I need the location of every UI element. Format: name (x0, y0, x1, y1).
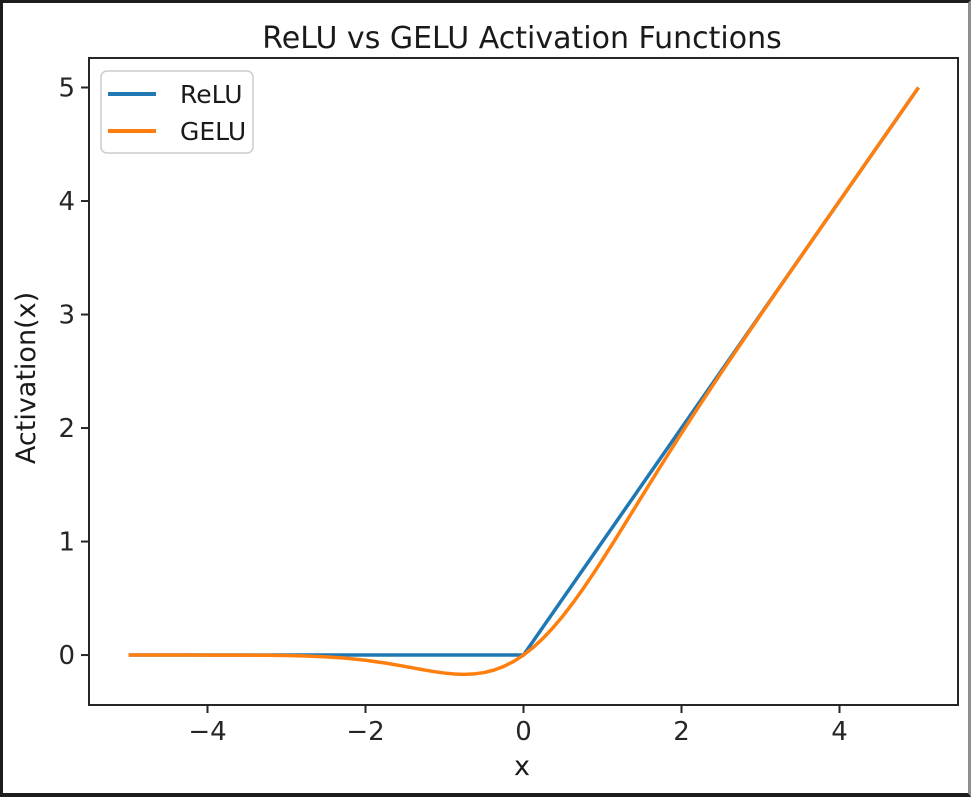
x-tick-label: 0 (515, 717, 532, 747)
x-axis-label: x (514, 751, 530, 782)
x-tick-label: 2 (673, 717, 690, 747)
y-axis: 0 1 2 3 4 5 (58, 74, 89, 671)
chart-title: ReLU vs GELU Activation Functions (262, 21, 781, 56)
y-tick-label: 4 (58, 187, 75, 217)
y-tick-label: 3 (58, 301, 75, 331)
series-lines (128, 86, 920, 677)
legend-gelu-label: GELU (180, 117, 246, 146)
y-axis-label: Activation(x) (11, 292, 42, 464)
x-tick-label: −2 (346, 717, 384, 747)
legend: ReLU GELU (100, 70, 254, 154)
y-tick-label: 5 (58, 74, 75, 104)
series-line-gelu (128, 86, 920, 677)
legend-relu-label: ReLU (180, 80, 243, 109)
y-tick-label: 0 (58, 641, 75, 671)
y-tick-label: 1 (58, 528, 75, 558)
x-tick-label: 4 (831, 717, 848, 747)
chart-figure: ReLU vs GELU Activation Functions 0 1 2 3 4 5… (11, 21, 959, 782)
x-tick-label: −4 (188, 717, 226, 747)
plot-frame (88, 57, 959, 706)
y-tick-label: 2 (58, 414, 75, 444)
x-axis: −4 −2 0 2 4 (188, 705, 848, 747)
series-line-relu (128, 86, 920, 657)
